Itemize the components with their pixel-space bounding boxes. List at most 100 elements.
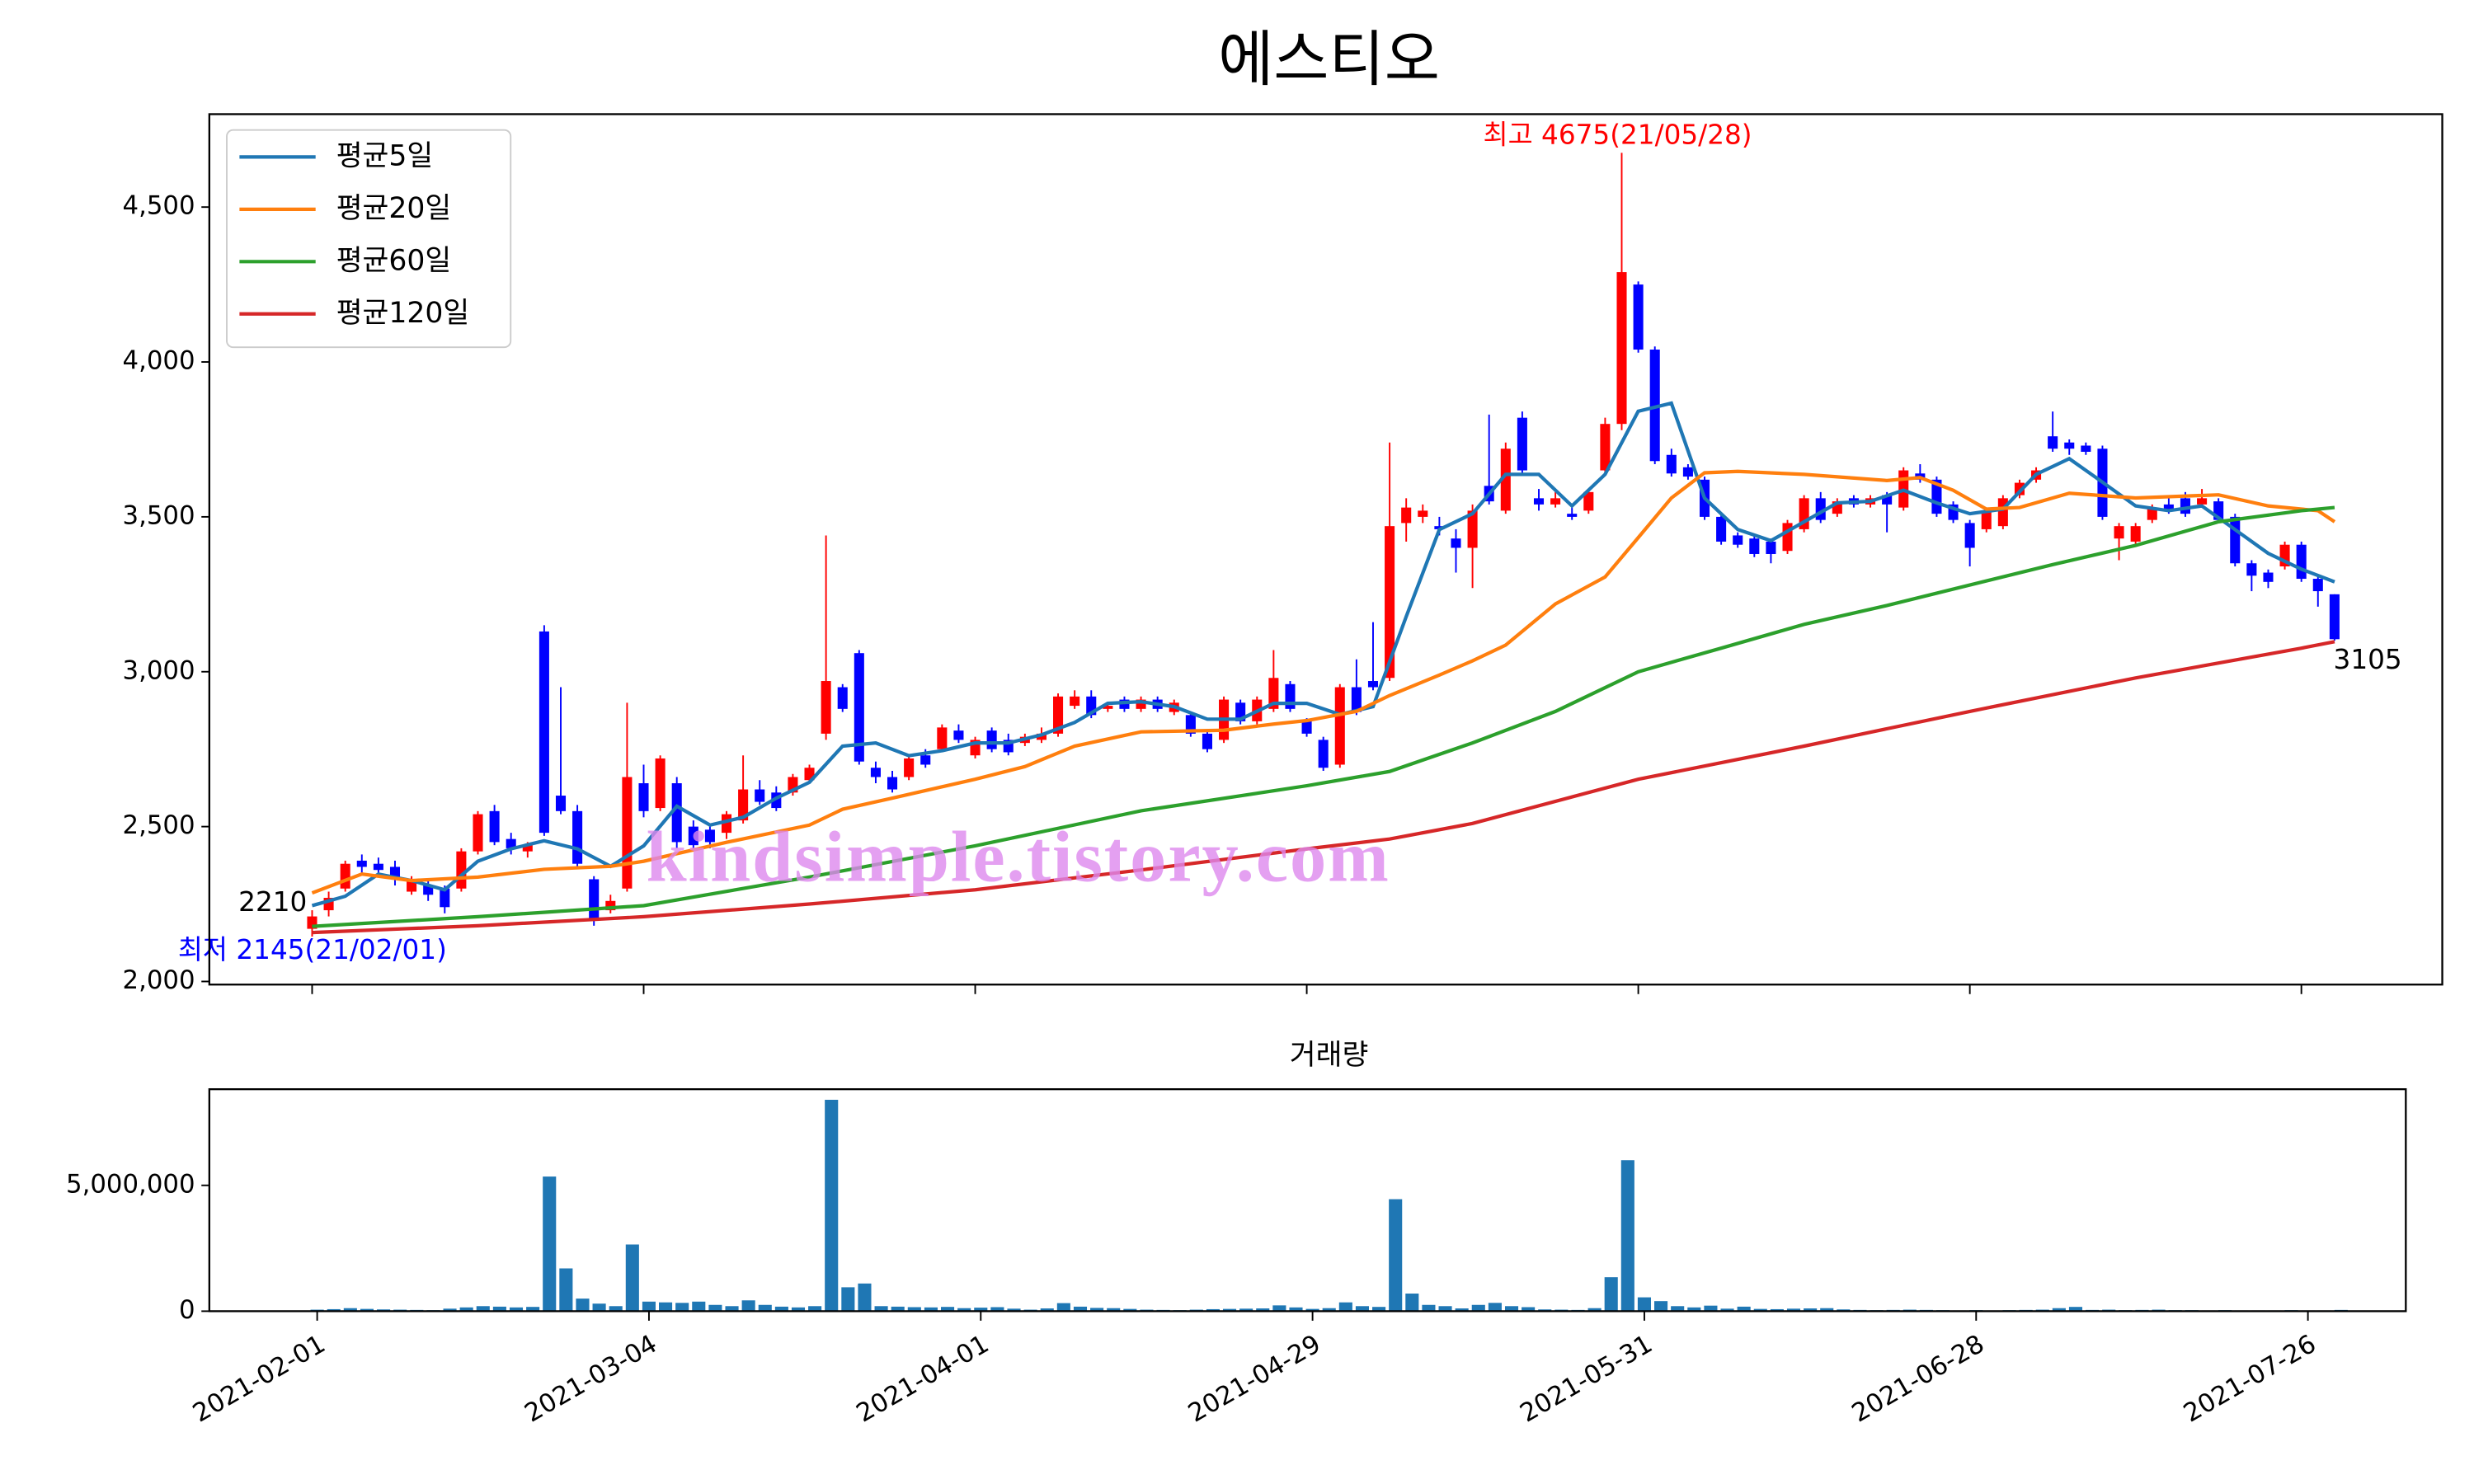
candle-body: [2048, 436, 2058, 449]
candle-body: [688, 826, 698, 846]
candle-body: [1185, 715, 1196, 734]
candle-body: [2246, 563, 2257, 576]
candle-body: [1733, 535, 1743, 545]
volume-bar: [1820, 1308, 1834, 1312]
legend-label: 평균5일: [336, 139, 434, 172]
volume-bar: [841, 1287, 855, 1312]
candle-body: [2147, 507, 2157, 520]
volume-bar: [327, 1308, 341, 1312]
volume-bar: [1073, 1306, 1088, 1312]
chart-title: 에스티오: [1218, 25, 1440, 95]
candle-body: [1036, 733, 1047, 740]
volume-bar: [1355, 1306, 1370, 1312]
volume-bar: [1786, 1308, 1801, 1312]
candle-body: [1301, 721, 1312, 734]
candle-body: [1418, 510, 1428, 517]
legend-box: [226, 129, 512, 349]
candle-body: [755, 789, 765, 802]
candle-body: [622, 777, 633, 889]
volume-bar: [725, 1306, 739, 1312]
volume-bar: [360, 1308, 374, 1312]
volume-bar: [1770, 1308, 1784, 1312]
volume-bar: [692, 1301, 706, 1312]
candle-body: [1583, 491, 1594, 511]
volume-bar: [708, 1304, 722, 1312]
y-tick-label: 0: [179, 1295, 195, 1325]
candle-body: [1550, 498, 1561, 505]
candle-body: [2180, 498, 2190, 514]
ma-line: [311, 469, 2336, 895]
candle-body: [539, 631, 549, 834]
candle-body: [356, 860, 367, 867]
volume-bar: [1389, 1199, 1403, 1312]
candle-body: [887, 777, 898, 790]
volume-bar: [774, 1306, 788, 1312]
volume-bar: [343, 1308, 357, 1312]
candle-body: [1467, 510, 1478, 548]
volume-bar: [1305, 1308, 1319, 1312]
volume-bar: [808, 1306, 822, 1312]
candle-body: [2081, 445, 2091, 452]
plot-frame: [208, 113, 2443, 986]
volume-bar: [1090, 1308, 1104, 1312]
volume-bar: [858, 1283, 872, 1312]
volume-bar: [1704, 1305, 1718, 1312]
candle-body: [1500, 448, 1511, 511]
volume-bar: [625, 1244, 639, 1312]
candle-body: [870, 768, 881, 777]
legend-label: 평균60일: [336, 244, 452, 277]
volume-bar: [1056, 1303, 1070, 1312]
candle-body: [440, 888, 450, 908]
candle-body: [1716, 516, 1727, 542]
volume-bar: [509, 1307, 524, 1312]
volume-bar: [1654, 1301, 1668, 1312]
volume-bar: [1604, 1277, 1618, 1312]
candle-body: [340, 863, 350, 889]
volume-bar: [659, 1302, 673, 1312]
volume-bar: [1504, 1306, 1519, 1312]
candle-body: [937, 727, 948, 749]
watermark: kindsimple.tistory.com: [646, 816, 1390, 897]
candle-body: [1103, 706, 1113, 709]
volume-title: 거래량: [1290, 1039, 1369, 1072]
candle-body: [373, 863, 383, 871]
volume-bar: [576, 1298, 590, 1312]
y-tick-label: 3,000: [123, 655, 195, 685]
candle-body: [986, 730, 997, 749]
y-tick-label: 4,500: [123, 191, 195, 221]
candle-body: [2312, 579, 2323, 592]
volume-bar: [1804, 1308, 1818, 1312]
y-tick-label: 5,000,000: [66, 1169, 195, 1199]
volume-bar: [675, 1303, 689, 1312]
candle-body: [1981, 510, 1992, 529]
annotation: 최저 2145(21/02/01): [178, 934, 447, 965]
candle-body: [837, 687, 848, 709]
candle-body: [1517, 417, 1527, 471]
volume-bar: [443, 1308, 457, 1312]
candle-body: [655, 758, 666, 809]
plot-frame: [208, 1088, 2407, 1313]
candle-body: [572, 810, 583, 864]
candle-body: [953, 730, 964, 740]
volume-bar: [741, 1300, 755, 1312]
annotation: 3105: [2334, 644, 2402, 675]
y-tick-label: 2,500: [123, 810, 195, 840]
candle-body: [1070, 696, 1080, 707]
candle-body: [738, 789, 749, 821]
volume-bar: [1007, 1308, 1021, 1312]
volume-bar: [1107, 1308, 1121, 1312]
candle-body: [589, 879, 600, 920]
volume-bar: [825, 1099, 839, 1312]
candle-body: [605, 900, 616, 911]
candle-body: [638, 783, 649, 811]
volume-bar: [1488, 1303, 1502, 1312]
volume-bar: [957, 1308, 971, 1312]
volume-bar: [492, 1306, 506, 1312]
volume-bar: [476, 1306, 490, 1312]
volume-bar: [1522, 1307, 1536, 1312]
volume-bar: [1720, 1308, 1734, 1312]
volume-bar: [1405, 1294, 1419, 1312]
candle-body: [2230, 516, 2241, 564]
